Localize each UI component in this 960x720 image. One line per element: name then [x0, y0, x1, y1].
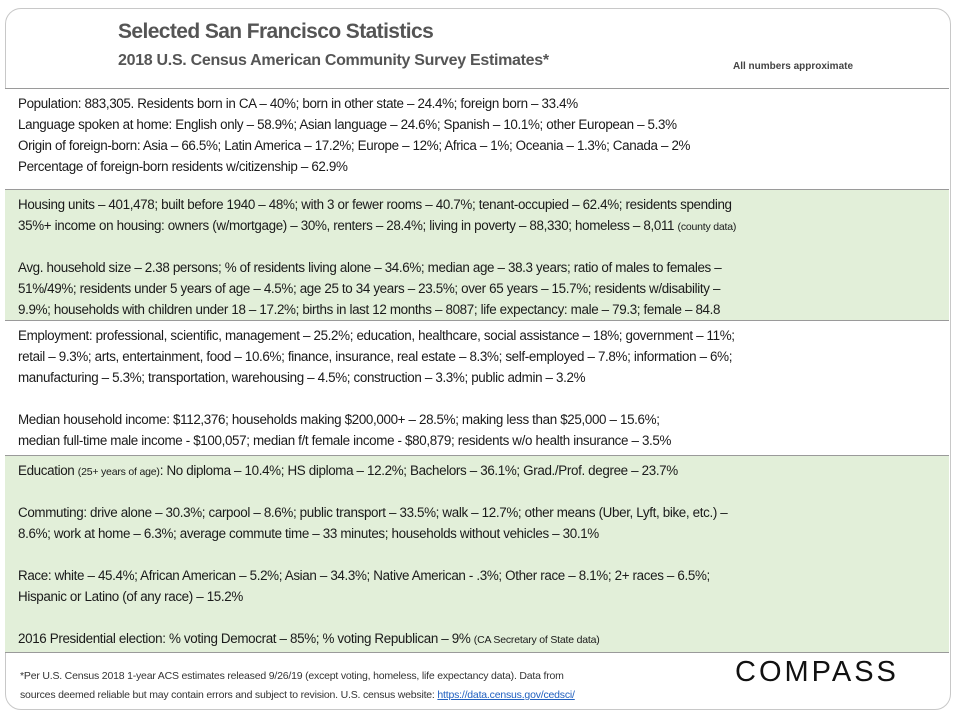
spacer [18, 607, 949, 628]
footnote-text: sources deemed reliable but may contain … [20, 689, 438, 701]
stat-line: Employment: professional, scientific, ma… [18, 325, 949, 346]
stat-line: 35%+ income on housing: owners (w/mortga… [18, 215, 949, 236]
stat-text: 8.6%; work at home – 6.3%; average commu… [18, 526, 599, 541]
stat-text: Education [18, 463, 78, 478]
census-website-link[interactable]: https://data.census.gov/cedsci/ [437, 689, 575, 701]
section-population: Population: 883,305. Residents born in C… [5, 88, 949, 189]
stat-line: median full-time male income - $100,057;… [18, 430, 949, 451]
stat-line: 51%/49%; residents under 5 years of age … [18, 278, 949, 299]
stat-text: retail – 9.3%; arts, entertainment, food… [18, 349, 733, 364]
stat-text: Origin of foreign-born: Asia – 66.5%; La… [18, 138, 691, 153]
stat-text: 9.9%; households with children under 18 … [18, 302, 721, 317]
stat-text: median full-time male income - $100,057;… [18, 433, 672, 448]
source-note: (CA Secretary of State data) [473, 634, 600, 646]
stat-text: Race: white – 45.4%; African American – … [18, 568, 710, 583]
page-title: Selected San Francisco Statistics [118, 20, 434, 43]
stat-line: Housing units – 401,478; built before 19… [18, 194, 949, 215]
stat-text: Language spoken at home: English only – … [18, 117, 677, 132]
spacer [18, 544, 949, 565]
footnote-line-2: sources deemed reliable but may contain … [20, 686, 575, 705]
spacer [18, 481, 949, 502]
stat-text: : No diploma – 10.4%; HS diploma – 12.2%… [159, 463, 678, 478]
stat-text: Commuting: drive alone – 30.3%; carpool … [18, 505, 728, 520]
source-note: (25+ years of age) [77, 466, 160, 478]
stat-line: 8.6%; work at home – 6.3%; average commu… [18, 523, 949, 544]
stat-line: 9.9%; households with children under 18 … [18, 299, 949, 320]
page-subtitle: 2018 U.S. Census American Community Surv… [118, 52, 549, 69]
stat-line: 2016 Presidential election: % voting Dem… [18, 628, 949, 649]
spacer [18, 388, 949, 409]
stat-line: Origin of foreign-born: Asia – 66.5%; La… [18, 135, 949, 156]
section-education-commute-race-election: Education (25+ years of age): No diploma… [5, 455, 949, 653]
stat-text: Employment: professional, scientific, ma… [18, 328, 735, 343]
stat-line: Percentage of foreign-born residents w/c… [18, 156, 949, 177]
compass-logo: COMPASS [735, 656, 899, 688]
footnote: *Per U.S. Census 2018 1-year ACS estimat… [20, 667, 575, 705]
approximation-note: All numbers approximate [733, 61, 854, 72]
stat-line: Commuting: drive alone – 30.3%; carpool … [18, 502, 949, 523]
section-housing-household: Housing units – 401,478; built before 19… [5, 189, 949, 320]
source-note: (county data) [677, 221, 737, 233]
stat-text: Avg. household size – 2.38 persons; % of… [18, 260, 722, 275]
stat-text: 51%/49%; residents under 5 years of age … [18, 281, 721, 296]
stat-text: Housing units – 401,478; built before 19… [18, 197, 732, 212]
section-employment-income: Employment: professional, scientific, ma… [5, 320, 949, 455]
stat-line: Population: 883,305. Residents born in C… [18, 93, 949, 114]
stat-text: manufacturing – 5.3%; transportation, wa… [18, 370, 586, 385]
stat-text: Population: 883,305. Residents born in C… [18, 96, 578, 111]
stat-text: Percentage of foreign-born residents w/c… [18, 159, 348, 174]
stat-line: Median household income: $112,376; house… [18, 409, 949, 430]
stat-line: retail – 9.3%; arts, entertainment, food… [18, 346, 949, 367]
stat-line: Avg. household size – 2.38 persons; % of… [18, 257, 949, 278]
stat-line: manufacturing – 5.3%; transportation, wa… [18, 367, 949, 388]
stat-text: Hispanic or Latino (of any race) – 15.2% [18, 589, 243, 604]
stat-line: Race: white – 45.4%; African American – … [18, 565, 949, 586]
footnote-line-1: *Per U.S. Census 2018 1-year ACS estimat… [20, 670, 564, 682]
spacer [18, 236, 949, 257]
stat-line: Hispanic or Latino (of any race) – 15.2% [18, 586, 949, 607]
stat-line: Language spoken at home: English only – … [18, 114, 949, 135]
stat-text: 2016 Presidential election: % voting Dem… [18, 631, 474, 646]
stat-line: Education (25+ years of age): No diploma… [18, 460, 949, 481]
stat-text: 35%+ income on housing: owners (w/mortga… [18, 218, 678, 233]
stat-text: Median household income: $112,376; house… [18, 412, 660, 427]
